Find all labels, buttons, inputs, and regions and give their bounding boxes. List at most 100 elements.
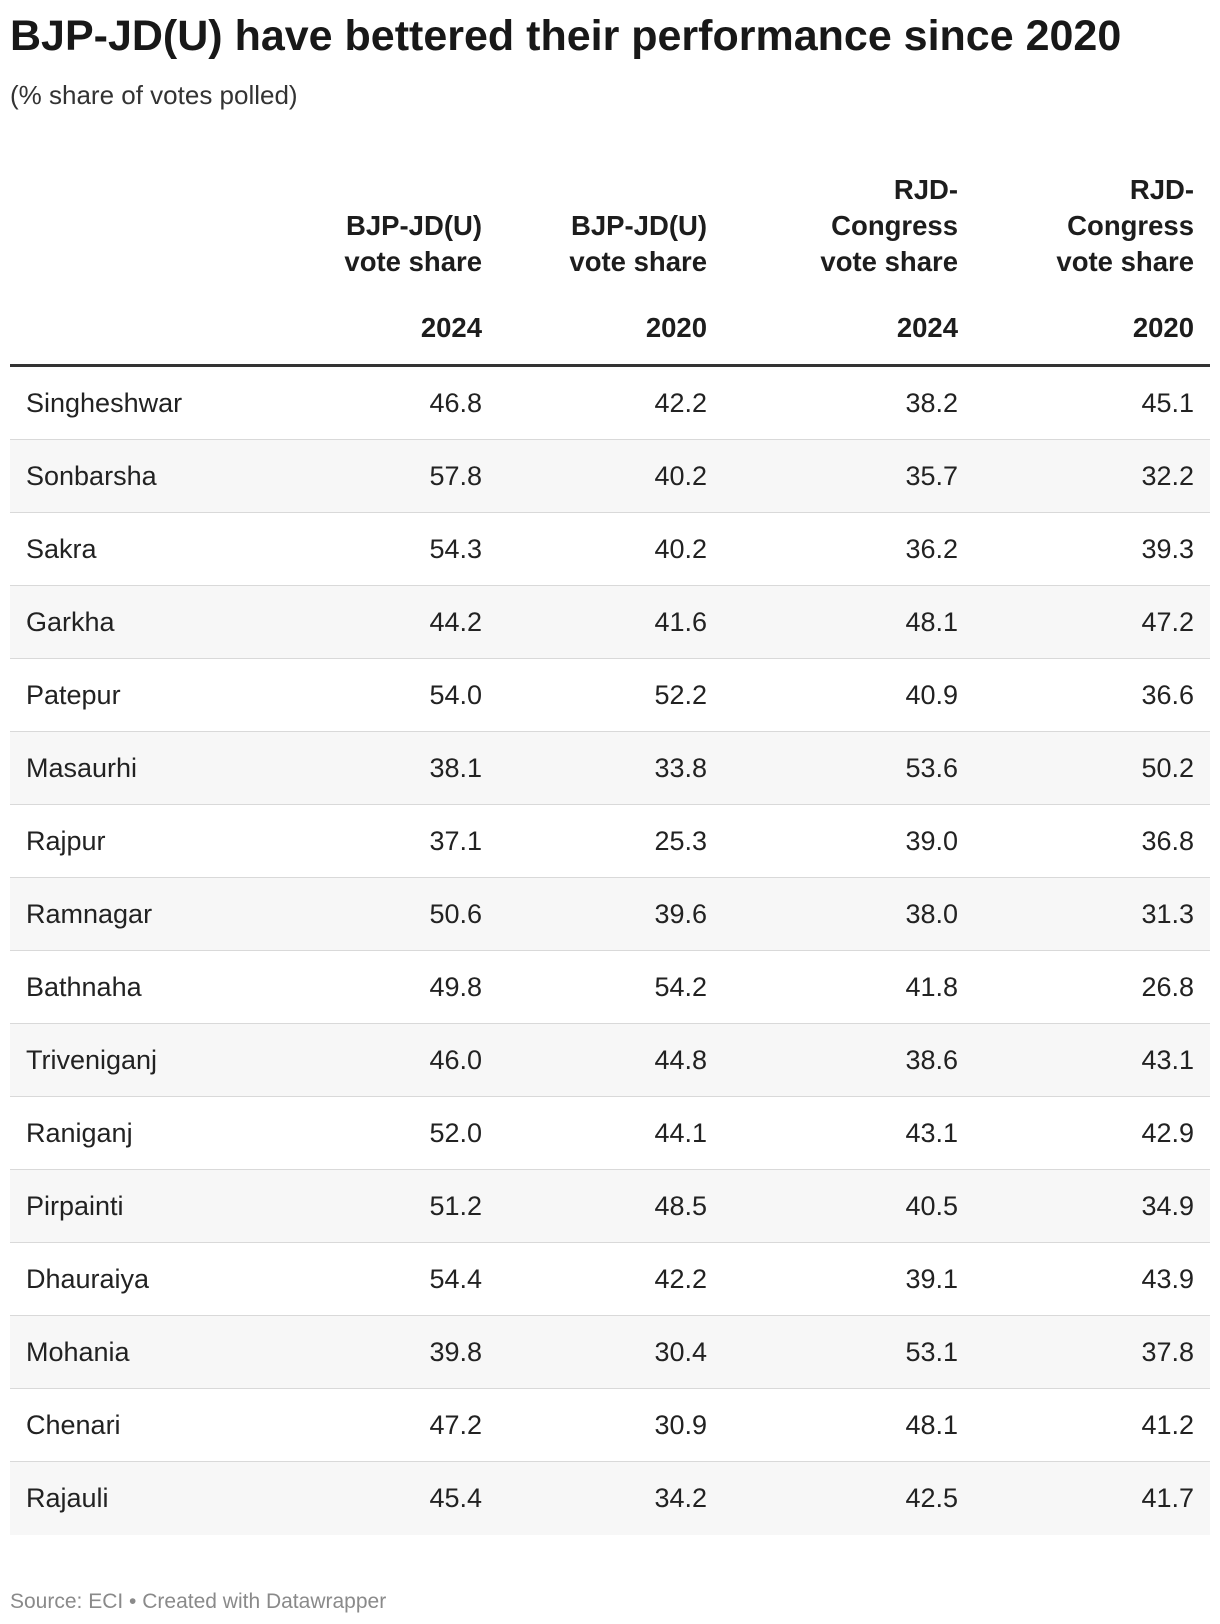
column-header-bjp-2020[interactable]: BJP-JD(U) vote share 2020 <box>487 160 707 364</box>
rjd-2024-value: 41.8 <box>905 972 958 1002</box>
bjp-2024-value: 45.4 <box>429 1483 482 1513</box>
column-header-label: RJD- Congress vote share <box>1056 174 1194 277</box>
rjd-2024-value: 38.6 <box>905 1045 958 1075</box>
constituency-name: Pirpainti <box>26 1191 124 1221</box>
rjd-2020-value: 41.2 <box>1141 1410 1194 1440</box>
table-row: Patepur 54.0 52.2 40.9 36.6 <box>10 659 1210 732</box>
rjd-2020-value: 43.9 <box>1141 1264 1194 1294</box>
constituency-name: Triveniganj <box>26 1045 158 1075</box>
constituency-name: Raniganj <box>26 1118 133 1148</box>
bjp-2020-value: 52.2 <box>654 680 707 710</box>
constituency-name: Sonbarsha <box>26 461 157 491</box>
rjd-2024-value: 40.9 <box>905 680 958 710</box>
column-header-label: BJP-JD(U) vote share <box>569 210 707 277</box>
rjd-2020-value: 26.8 <box>1141 972 1194 1002</box>
bjp-2020-value: 34.2 <box>654 1483 707 1513</box>
bjp-2020-value: 39.6 <box>654 899 707 929</box>
rjd-2020-value: 50.2 <box>1141 753 1194 783</box>
table-row: Sakra 54.3 40.2 36.2 39.3 <box>10 513 1210 586</box>
table-row: Chenari 47.2 30.9 48.1 41.2 <box>10 1389 1210 1462</box>
bjp-2020-value: 30.4 <box>654 1337 707 1367</box>
rjd-2024-value: 39.1 <box>905 1264 958 1294</box>
column-header-rjd-2024[interactable]: RJD- Congress vote share 2024 <box>738 160 958 364</box>
rjd-2020-value: 34.9 <box>1141 1191 1194 1221</box>
column-header-year: 2024 <box>420 312 482 343</box>
bjp-2024-value: 44.2 <box>429 607 482 637</box>
rjd-2024-value: 36.2 <box>905 534 958 564</box>
bjp-2020-value: 54.2 <box>654 972 707 1002</box>
bjp-2024-value: 46.0 <box>429 1045 482 1075</box>
column-header-year: 2020 <box>645 312 707 343</box>
table-row: Mohania 39.8 30.4 53.1 37.8 <box>10 1316 1210 1389</box>
table-row: Masaurhi 38.1 33.8 53.6 50.2 <box>10 732 1210 805</box>
data-table: BJP-JD(U) vote share 2024 BJP-JD(U) vote… <box>10 160 1210 1535</box>
rjd-2024-value: 53.6 <box>905 753 958 783</box>
column-header-year: 2020 <box>1132 312 1194 343</box>
constituency-name: Rajauli <box>26 1483 109 1513</box>
table-body: Singheshwar 46.8 42.2 38.2 45.1 Sonbarsha 57.8… <box>10 367 1210 1535</box>
bjp-2024-value: 50.6 <box>429 899 482 929</box>
constituency-name: Mohania <box>26 1337 130 1367</box>
rjd-2024-value: 38.0 <box>905 899 958 929</box>
column-header-label: BJP-JD(U) vote share <box>344 210 482 277</box>
table-row: Triveniganj 46.0 44.8 38.6 43.1 <box>10 1024 1210 1097</box>
bjp-2020-value: 41.6 <box>654 607 707 637</box>
rjd-2024-value: 40.5 <box>905 1191 958 1221</box>
bjp-2020-value: 42.2 <box>654 388 707 418</box>
rjd-2024-value: 48.1 <box>905 607 958 637</box>
source-footer: Source: ECI • Created with Datawrapper <box>10 1590 387 1613</box>
table-row: Ramnagar 50.6 39.6 38.0 31.3 <box>10 878 1210 951</box>
bjp-2024-value: 37.1 <box>429 826 482 856</box>
chart-subtitle: (% share of votes polled) <box>10 80 298 110</box>
bjp-2024-value: 47.2 <box>429 1410 482 1440</box>
rjd-2024-value: 42.5 <box>905 1483 958 1513</box>
constituency-name: Ramnagar <box>26 899 153 929</box>
constituency-name: Singheshwar <box>26 388 183 418</box>
constituency-name: Garkha <box>26 607 115 637</box>
bjp-2020-value: 33.8 <box>654 753 707 783</box>
table-row: Rajpur 37.1 25.3 39.0 36.8 <box>10 805 1210 878</box>
constituency-name: Dhauraiya <box>26 1264 150 1294</box>
rjd-2020-value: 47.2 <box>1141 607 1194 637</box>
bjp-2024-value: 54.0 <box>429 680 482 710</box>
bjp-2020-value: 40.2 <box>654 534 707 564</box>
bjp-2020-value: 44.8 <box>654 1045 707 1075</box>
bjp-2024-value: 54.4 <box>429 1264 482 1294</box>
rjd-2020-value: 31.3 <box>1141 899 1194 929</box>
rjd-2024-value: 39.0 <box>905 826 958 856</box>
rjd-2020-value: 36.8 <box>1141 826 1194 856</box>
rjd-2020-value: 45.1 <box>1141 388 1194 418</box>
table-row: Pirpainti 51.2 48.5 40.5 34.9 <box>10 1170 1210 1243</box>
rjd-2020-value: 41.7 <box>1141 1483 1194 1513</box>
chart-title: BJP-JD(U) have bettered their performanc… <box>10 12 1122 60</box>
rjd-2020-value: 43.1 <box>1141 1045 1194 1075</box>
bjp-2024-value: 52.0 <box>429 1118 482 1148</box>
bjp-2024-value: 57.8 <box>429 461 482 491</box>
column-header-year: 2024 <box>896 312 958 343</box>
bjp-2024-value: 38.1 <box>429 753 482 783</box>
table-row: Raniganj 52.0 44.1 43.1 42.9 <box>10 1097 1210 1170</box>
table-row: Rajauli 45.4 34.2 42.5 41.7 <box>10 1462 1210 1535</box>
column-header-rjd-2020[interactable]: RJD- Congress vote share 2020 <box>974 160 1194 364</box>
table-row: Dhauraiya 54.4 42.2 39.1 43.9 <box>10 1243 1210 1316</box>
rjd-2024-value: 53.1 <box>905 1337 958 1367</box>
column-header-bjp-2024[interactable]: BJP-JD(U) vote share 2024 <box>262 160 482 364</box>
rjd-2020-value: 32.2 <box>1141 461 1194 491</box>
bjp-2024-value: 54.3 <box>429 534 482 564</box>
rjd-2020-value: 39.3 <box>1141 534 1194 564</box>
rjd-2020-value: 42.9 <box>1141 1118 1194 1148</box>
bjp-2020-value: 30.9 <box>654 1410 707 1440</box>
constituency-name: Bathnaha <box>26 972 142 1002</box>
table-header: BJP-JD(U) vote share 2024 BJP-JD(U) vote… <box>10 160 1210 367</box>
rjd-2024-value: 43.1 <box>905 1118 958 1148</box>
constituency-name: Patepur <box>26 680 121 710</box>
table-row: Garkha 44.2 41.6 48.1 47.2 <box>10 586 1210 659</box>
bjp-2020-value: 25.3 <box>654 826 707 856</box>
table-row: Bathnaha 49.8 54.2 41.8 26.8 <box>10 951 1210 1024</box>
rjd-2024-value: 35.7 <box>905 461 958 491</box>
bjp-2024-value: 46.8 <box>429 388 482 418</box>
constituency-name: Masaurhi <box>26 753 138 783</box>
bjp-2024-value: 51.2 <box>429 1191 482 1221</box>
rjd-2020-value: 37.8 <box>1141 1337 1194 1367</box>
